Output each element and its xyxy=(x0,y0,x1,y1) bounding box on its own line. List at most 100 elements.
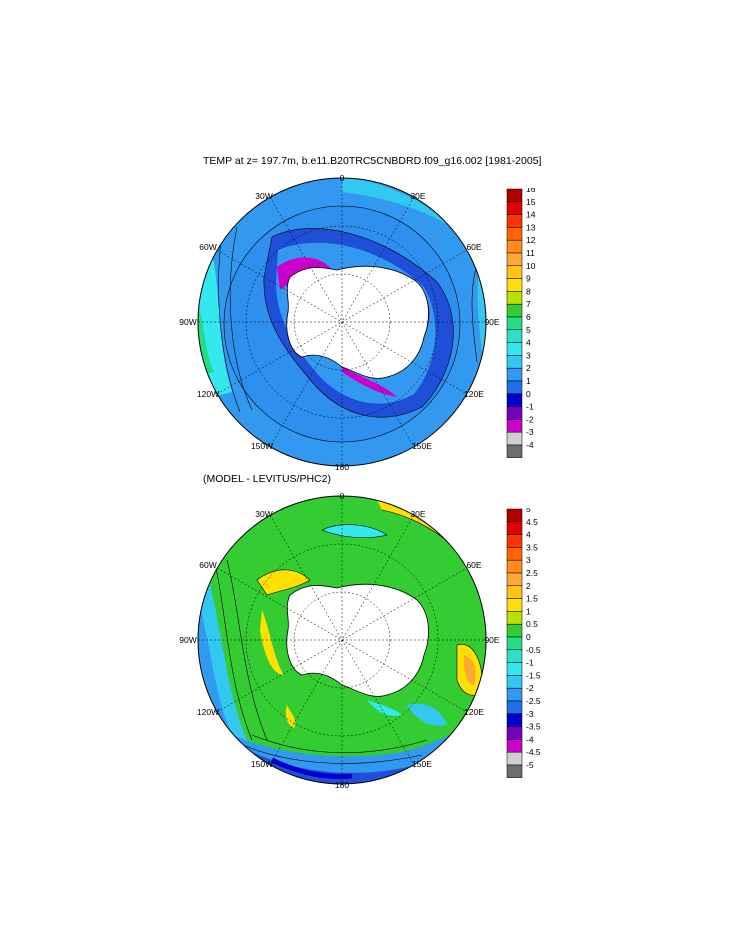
colorbar-swatch xyxy=(506,316,523,331)
colorbar-swatch xyxy=(506,739,523,753)
colorbar-tick-label: -3 xyxy=(526,709,534,719)
colorbar-tick-label: 1.5 xyxy=(526,594,538,604)
colorbar-tick-label: 4 xyxy=(526,338,531,348)
colorbar-swatch xyxy=(506,291,523,305)
colorbar-swatch xyxy=(506,444,523,458)
colorbar-swatch xyxy=(506,700,523,715)
colorbar-swatch xyxy=(506,419,523,433)
lon-label: 90E xyxy=(484,635,499,645)
lon-label: 90W xyxy=(179,635,196,645)
colorbar-tick-label: -1 xyxy=(526,402,534,412)
colorbar-swatch xyxy=(506,380,523,395)
colorbar-tick-label: 12 xyxy=(526,235,536,245)
colorbar-tick-label: 15 xyxy=(526,197,536,207)
colorbar-tick-label: -2 xyxy=(526,683,534,693)
colorbar-tick-label: -4 xyxy=(526,440,534,450)
colorbar-swatch xyxy=(506,572,523,587)
colorbar-tick-label: 5 xyxy=(526,508,531,514)
colorbar-swatch xyxy=(506,329,523,343)
colorbar-tick-label: 0 xyxy=(526,389,531,399)
colorbar-swatch xyxy=(506,265,523,279)
bottom-polar-map: 0 30E 60E 90E 120E 150E 180 150W 120W 90… xyxy=(179,491,500,790)
lon-label: 30E xyxy=(410,191,425,201)
colorbar-swatch xyxy=(506,239,523,254)
colorbar-swatch xyxy=(506,662,523,676)
colorbar-tick-label: -3 xyxy=(526,427,534,437)
colorbar-tick-label: 3.5 xyxy=(526,542,538,552)
lon-label: 180 xyxy=(335,780,349,790)
colorbar-swatch xyxy=(506,611,523,625)
colorbar-tick-label: 13 xyxy=(526,222,536,232)
colorbar-tick-label: 2 xyxy=(526,363,531,373)
colorbar-swatch xyxy=(506,508,523,523)
colorbar-tick-label: 1 xyxy=(526,606,531,616)
colorbar-swatch xyxy=(506,201,523,215)
colorbar-swatch xyxy=(506,355,523,369)
colorbar-tick-label: 7 xyxy=(526,299,531,309)
colorbar-tick-label: 16 xyxy=(526,188,536,194)
colorbar-swatch xyxy=(506,521,523,535)
colorbar-swatch xyxy=(506,585,523,599)
colorbar-swatch xyxy=(506,214,523,228)
lon-label: 180 xyxy=(335,462,349,472)
lon-label: 0 xyxy=(340,491,345,501)
colorbar-tick-label: -2 xyxy=(526,414,534,424)
lon-label: 30W xyxy=(255,509,272,519)
top-map-title: TEMP at z= 197.7m, b.e11.B20TRC5CNBDRD.f… xyxy=(203,155,542,167)
colorbar-swatch xyxy=(506,726,523,740)
colorbar-tick-label: 14 xyxy=(526,210,536,220)
colorbar-swatch xyxy=(506,675,523,689)
lon-label: 90W xyxy=(179,317,196,327)
colorbar-swatch xyxy=(506,623,523,638)
colorbar-tick-label: 8 xyxy=(526,286,531,296)
colorbar-swatch xyxy=(506,649,523,663)
lon-label: 150W xyxy=(251,441,273,451)
lon-label: 90E xyxy=(484,317,499,327)
colorbar-tick-label: 2 xyxy=(526,581,531,591)
colorbar-swatch xyxy=(506,534,523,548)
colorbar-swatch xyxy=(506,687,523,702)
colorbar-tick-label: 2.5 xyxy=(526,568,538,578)
lon-label: 120E xyxy=(464,707,484,717)
colorbar-tick-label: 10 xyxy=(526,261,536,271)
colorbar-tick-label: 6 xyxy=(526,312,531,322)
lon-label: 120E xyxy=(464,389,484,399)
lon-label: 60W xyxy=(199,242,216,252)
colorbar-tick-label: -2.5 xyxy=(526,696,541,706)
colorbar-swatch xyxy=(506,393,523,407)
lon-label: 30E xyxy=(410,509,425,519)
bottom-map-title: (MODEL - LEVITUS/PHC2) xyxy=(203,473,331,485)
colorbar-tick-label: 3 xyxy=(526,555,531,565)
colorbar-tick-label: 0 xyxy=(526,632,531,642)
colorbar-tick-label: -3.5 xyxy=(526,722,541,732)
lon-label: 120W xyxy=(197,389,219,399)
colorbar-swatch xyxy=(506,367,523,382)
colorbar-swatch xyxy=(506,227,523,241)
colorbar-swatch xyxy=(506,278,523,292)
lon-label: 150E xyxy=(412,441,432,451)
colorbar-tick-label: -0.5 xyxy=(526,645,541,655)
lon-label: 60W xyxy=(199,560,216,570)
lon-label: 120W xyxy=(197,707,219,717)
colorbar-tick-label: -5 xyxy=(526,760,534,770)
colorbar-tick-label: -1 xyxy=(526,658,534,668)
lon-label: 30W xyxy=(255,191,272,201)
lon-label: 60E xyxy=(466,560,481,570)
colorbar-tick-label: -4 xyxy=(526,734,534,744)
colorbar-tick-label: -4.5 xyxy=(526,747,541,757)
colorbar-swatch xyxy=(506,751,523,766)
colorbar-tick-label: 0.5 xyxy=(526,619,538,629)
colorbar-swatch xyxy=(506,764,523,778)
colorbar-swatch xyxy=(506,188,523,203)
colorbar-swatch xyxy=(506,431,523,446)
colorbar-swatch xyxy=(506,598,523,612)
colorbar-tick-label: -1.5 xyxy=(526,670,541,680)
colorbar-tick-label: 3 xyxy=(526,350,531,360)
lon-label: 150W xyxy=(251,759,273,769)
colorbar-swatch xyxy=(506,342,523,356)
colorbar-swatch xyxy=(506,252,523,267)
colorbar-swatch xyxy=(506,713,523,727)
top-polar-map: 0 30E 60E 90E 120E 150E 180 150W 120W 90… xyxy=(179,173,500,472)
colorbar-tick-label: 5 xyxy=(526,325,531,335)
